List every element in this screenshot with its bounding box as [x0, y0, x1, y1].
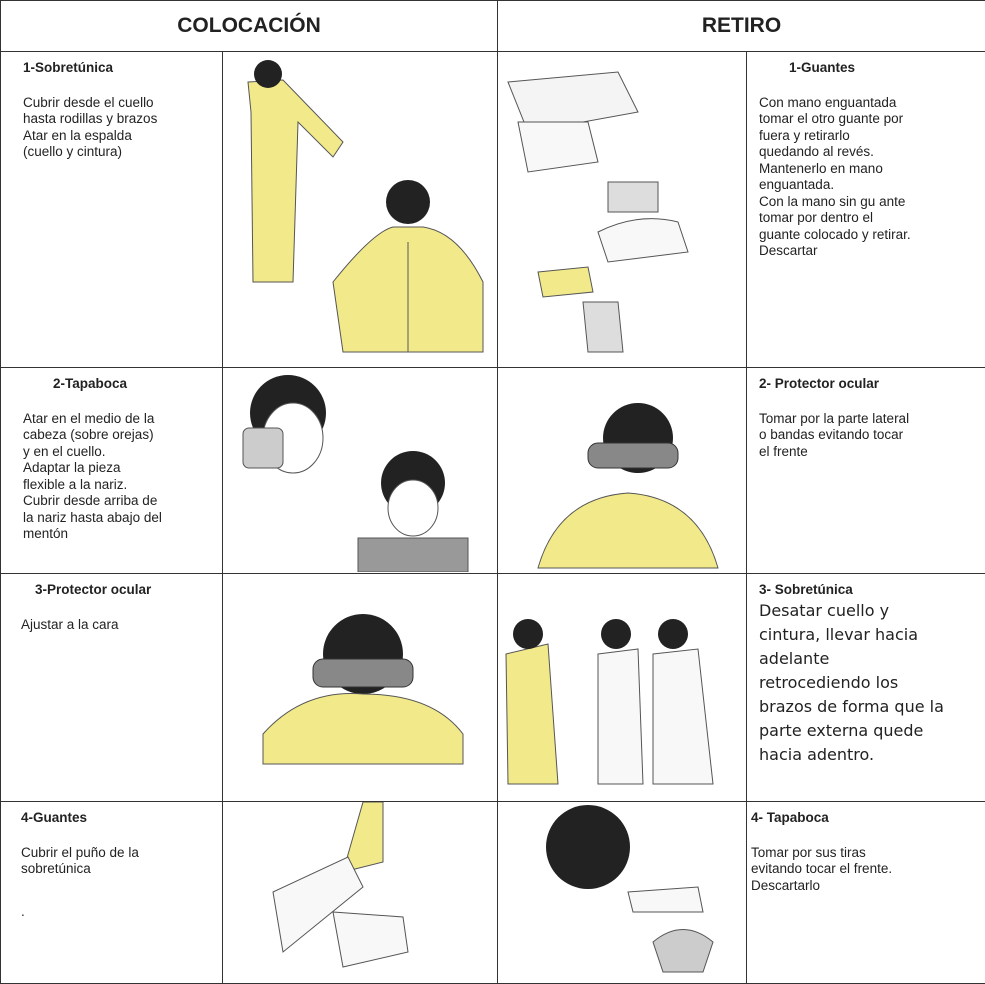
text-line: hasta rodillas y brazos — [23, 111, 222, 128]
text-line: Cubrir desde el cuello — [23, 95, 222, 112]
step-title: 3-Protector ocular — [21, 582, 222, 599]
glove-drawing — [498, 52, 746, 366]
illustration — [223, 52, 498, 368]
text-line: parte externa quede — [759, 719, 985, 743]
text-line: Con la mano sin gu ante — [759, 194, 985, 211]
text-line: fuera y retirarlo — [759, 128, 985, 145]
header-left: COLOCACIÓN — [1, 1, 498, 52]
text-line: Atar en la espalda — [23, 128, 222, 145]
cell: 3-Protector ocular Ajustar a la cara — [1, 574, 223, 802]
text-line: Atar en el medio de la — [23, 411, 222, 428]
text-line: Desatar cuello y — [759, 599, 985, 623]
step-title: 2- Protector ocular — [759, 376, 985, 393]
step-title: 1-Sobretúnica — [23, 60, 222, 77]
gown-drawing — [223, 52, 497, 366]
illustration — [498, 574, 747, 802]
step-text: Ajustar a la cara — [21, 617, 222, 634]
text-line: Con mano enguantada — [759, 95, 985, 112]
text-line: sobretúnica — [21, 861, 222, 878]
mask-removal-drawing — [498, 802, 746, 982]
text-line: Tomar por sus tiras — [751, 845, 985, 862]
text-line: brazos de forma que la — [759, 695, 985, 719]
step-title: 3- Sobretúnica — [759, 582, 985, 599]
goggles-removal-drawing — [498, 368, 746, 572]
note: . — [21, 904, 222, 921]
illustration — [498, 368, 747, 574]
goggles-drawing — [223, 574, 497, 800]
gloves-drawing — [223, 802, 497, 982]
text-line: tomar el otro guante por — [759, 111, 985, 128]
text-line: evitando tocar el frente. — [751, 861, 985, 878]
header-right: RETIRO — [498, 1, 985, 52]
text-line: Descartar — [759, 243, 985, 260]
text-line: Adaptar la pieza — [23, 460, 222, 477]
text-line: retrocediendo los — [759, 671, 985, 695]
step-title: 1-Guantes — [759, 60, 985, 77]
text-line: Descartarlo — [751, 878, 985, 895]
text-line: guante colocado y retirar. — [759, 227, 985, 244]
illustration — [223, 368, 498, 574]
illustration — [498, 802, 747, 984]
text-line: Cubrir el puño de la — [21, 845, 222, 862]
text-line: enguantada. — [759, 177, 985, 194]
text-line: mentón — [23, 526, 222, 543]
text-line: flexible a la nariz. — [23, 477, 222, 494]
text-line: cintura, llevar hacia — [759, 623, 985, 647]
text-line: quedando al revés. — [759, 144, 985, 161]
text-line: tomar por dentro el — [759, 210, 985, 227]
step-title: 4-Guantes — [21, 810, 222, 827]
text-line: Tomar por la parte lateral — [759, 411, 985, 428]
step-title: 2-Tapaboca — [23, 376, 222, 393]
illustration — [223, 802, 498, 984]
text-line: hacia adentro. — [759, 743, 985, 767]
text-line: y en el cuello. — [23, 444, 222, 461]
text-line: adelante — [759, 647, 985, 671]
cell: 2- Protector ocular Tomar por la parte la… — [747, 368, 985, 574]
text-line: Mantenerlo en mano — [759, 161, 985, 178]
text-line: (cuello y cintura) — [23, 144, 222, 161]
text-line: el frente — [759, 444, 985, 461]
illustration — [223, 574, 498, 802]
text-line: o bandas evitando tocar — [759, 427, 985, 444]
text-line: cabeza (sobre orejas) — [23, 427, 222, 444]
mask-drawing — [223, 368, 497, 572]
gown-removal-drawing — [498, 574, 746, 800]
step-title: 4- Tapaboca — [751, 810, 985, 827]
illustration — [498, 52, 747, 368]
text-line: Cubrir desde arriba de — [23, 493, 222, 510]
text-line: la nariz hasta abajo del — [23, 510, 222, 527]
text-line: Ajustar a la cara — [21, 617, 222, 634]
